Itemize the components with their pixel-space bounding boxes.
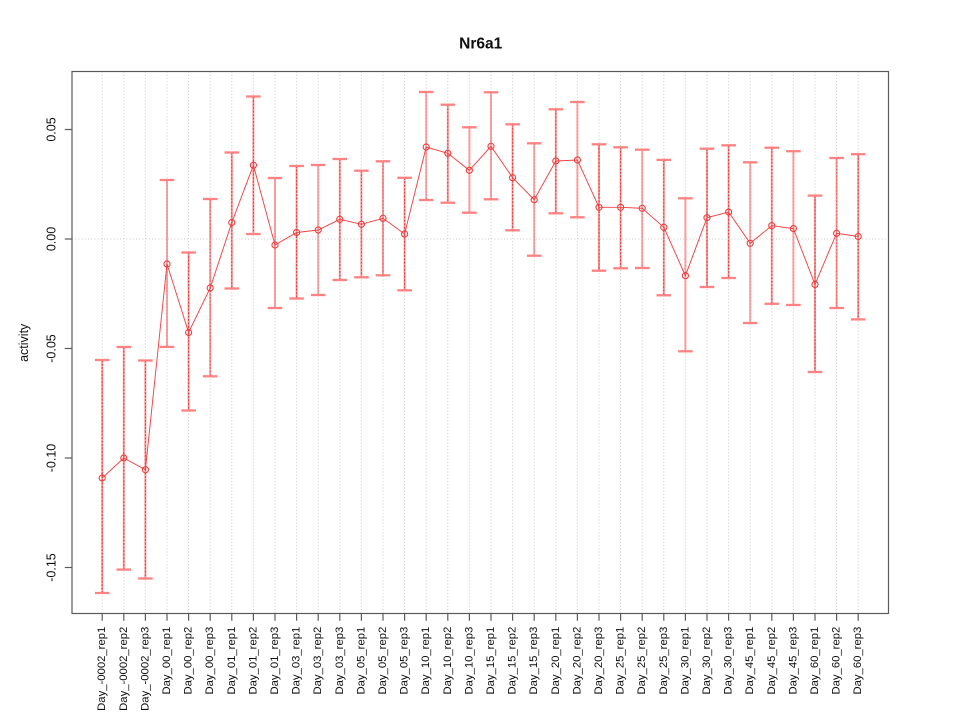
- svg-text:Day_15_rep3: Day_15_rep3: [528, 627, 540, 695]
- svg-text:Day_30_rep2: Day_30_rep2: [701, 627, 713, 695]
- svg-text:Day_10_rep3: Day_10_rep3: [463, 627, 475, 695]
- svg-text:Day_03_rep2: Day_03_rep2: [312, 627, 324, 695]
- svg-text:Day_-0002_rep2: Day_-0002_rep2: [118, 627, 130, 711]
- svg-text:Day_20_rep3: Day_20_rep3: [593, 627, 605, 695]
- svg-text:Day_25_rep2: Day_25_rep2: [636, 627, 648, 695]
- svg-text:Day_01_rep1: Day_01_rep1: [226, 627, 238, 695]
- svg-text:Day_05_rep1: Day_05_rep1: [355, 627, 367, 695]
- svg-text:Day_30_rep3: Day_30_rep3: [723, 627, 735, 695]
- svg-text:Day_05_rep2: Day_05_rep2: [377, 627, 389, 695]
- svg-text:Day_15_rep1: Day_15_rep1: [485, 627, 497, 695]
- svg-text:Day_05_rep3: Day_05_rep3: [399, 627, 411, 695]
- svg-text:Day_03_rep1: Day_03_rep1: [291, 627, 303, 695]
- svg-text:Day_25_rep3: Day_25_rep3: [658, 627, 670, 695]
- svg-text:0.00: 0.00: [45, 227, 59, 251]
- svg-text:Day_45_rep2: Day_45_rep2: [766, 627, 778, 695]
- svg-text:Day_45_rep1: Day_45_rep1: [744, 627, 756, 695]
- svg-text:Day_20_rep2: Day_20_rep2: [571, 627, 583, 695]
- svg-text:Day_00_rep3: Day_00_rep3: [204, 627, 216, 695]
- svg-text:Day_10_rep2: Day_10_rep2: [442, 627, 454, 695]
- svg-text:Day_01_rep3: Day_01_rep3: [269, 627, 281, 695]
- svg-text:Day_10_rep1: Day_10_rep1: [420, 627, 432, 695]
- svg-text:Day_60_rep1: Day_60_rep1: [809, 627, 821, 695]
- svg-text:Day_60_rep3: Day_60_rep3: [852, 627, 864, 695]
- svg-text:Day_03_rep3: Day_03_rep3: [334, 627, 346, 695]
- svg-text:Day_00_rep1: Day_00_rep1: [161, 627, 173, 695]
- svg-text:-0.05: -0.05: [45, 334, 59, 363]
- svg-text:Day_25_rep1: Day_25_rep1: [615, 627, 627, 695]
- svg-text:-0.15: -0.15: [45, 553, 59, 582]
- svg-text:Day_45_rep3: Day_45_rep3: [787, 627, 799, 695]
- svg-text:Nr6a1: Nr6a1: [459, 36, 502, 53]
- svg-text:Day_20_rep1: Day_20_rep1: [550, 627, 562, 695]
- svg-text:Day_-0002_rep1: Day_-0002_rep1: [96, 627, 108, 711]
- svg-text:Day_30_rep1: Day_30_rep1: [679, 627, 691, 695]
- svg-text:activity: activity: [17, 323, 31, 362]
- svg-text:Day_15_rep2: Day_15_rep2: [507, 627, 519, 695]
- svg-text:0.05: 0.05: [45, 117, 59, 141]
- svg-text:Day_-0002_rep3: Day_-0002_rep3: [139, 627, 151, 711]
- svg-text:Day_00_rep2: Day_00_rep2: [183, 627, 195, 695]
- svg-text:Day_01_rep2: Day_01_rep2: [247, 627, 259, 695]
- svg-text:Day_60_rep2: Day_60_rep2: [831, 627, 843, 695]
- svg-text:-0.10: -0.10: [45, 444, 59, 473]
